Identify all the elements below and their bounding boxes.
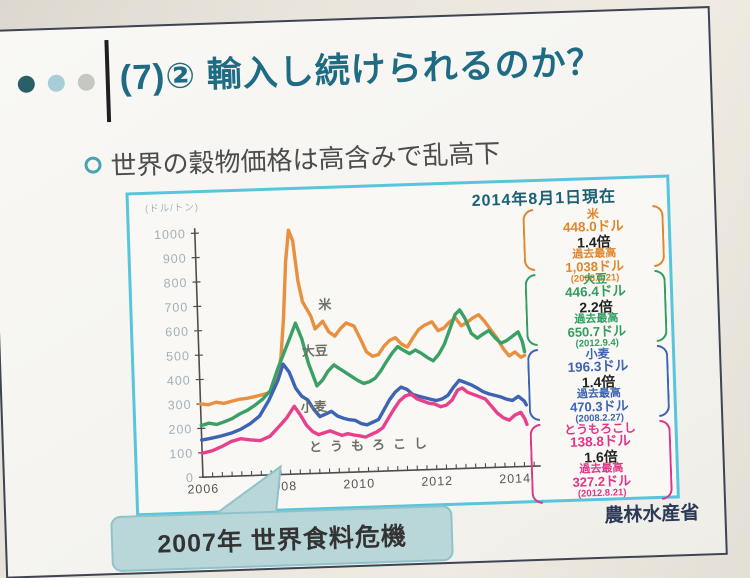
commodity-box: 大豆 446.4ドル 2.2倍 過去最高 650.7ドル (2012.9.4) — [524, 269, 668, 350]
svg-text:300: 300 — [167, 398, 191, 413]
dot-icon-1 — [17, 75, 36, 94]
svg-text:600: 600 — [165, 325, 189, 340]
commodity-box: 小麦 196.3ドル 1.4倍 過去最高 470.3ドル (2008.2.27) — [526, 344, 671, 425]
source-attribution: 農林水産省 — [604, 502, 700, 527]
svg-text:米: 米 — [318, 297, 332, 312]
svg-text:900: 900 — [163, 251, 187, 266]
dot-icon-3 — [77, 73, 96, 92]
svg-text:2012: 2012 — [421, 474, 453, 489]
bracket-icon — [654, 269, 668, 343]
svg-text:100: 100 — [169, 447, 193, 462]
dot-icon-2 — [47, 74, 66, 93]
svg-text:2014: 2014 — [499, 471, 531, 486]
page-title: (7)② 輸入し続けられるのか？ — [119, 42, 604, 98]
bracket-icon — [526, 348, 541, 422]
bracket-icon — [656, 344, 671, 417]
svg-text:とうもろこし: とうもろこし — [309, 435, 435, 454]
bullet-circle-icon — [84, 156, 102, 174]
bullet-row: 世界の穀物価格は高含みで乱高下 — [84, 133, 501, 184]
svg-text:200: 200 — [168, 422, 192, 437]
title-divider-bar — [104, 40, 112, 123]
bracket-icon — [659, 419, 673, 500]
svg-text:700: 700 — [164, 300, 188, 315]
svg-text:800: 800 — [163, 276, 187, 291]
bracket-icon — [522, 209, 536, 272]
commodity-box: 米 448.0ドル 1.4倍 過去最高 1,038ドル (2008.5.21) — [522, 204, 666, 285]
bracket-icon — [524, 273, 538, 347]
bracket-icon — [652, 204, 666, 268]
svg-text:1000: 1000 — [154, 227, 186, 242]
svg-text:0: 0 — [186, 471, 194, 485]
food-crisis-callout: 2007年 世界食料危機 — [110, 504, 454, 573]
bracket-icon — [529, 423, 544, 505]
bullet-text: 世界の穀物価格は高含みで乱高下 — [110, 138, 501, 182]
svg-text:(ドル/トン): (ドル/トン) — [145, 202, 199, 215]
svg-text:2010: 2010 — [343, 476, 375, 491]
commodity-box: とうもろこし 138.8ドル 1.6倍 過去最高 327.2ドル (2012.8.21) — [529, 419, 673, 505]
commodity-boxes: 米 448.0ドル 1.4倍 過去最高 1,038ドル (2008.5.21) 大豆 446.… — [522, 204, 673, 505]
grain-price-chart-panel: (ドル/トン) 0 100 200 300 400 500 600 700 800 900 1000 2… — [125, 174, 680, 517]
slide: (7)② 輸入し続けられるのか？ 世界の穀物価格は高含みで乱高下 (ドル/トン)… — [0, 6, 728, 578]
svg-text:小麦: 小麦 — [300, 399, 327, 415]
price-chart: (ドル/トン) 0 100 200 300 400 500 600 700 800 900 1000 2… — [145, 202, 541, 497]
svg-text:大豆: 大豆 — [302, 343, 328, 359]
svg-text:2006: 2006 — [187, 482, 219, 497]
decorative-dots — [17, 73, 96, 94]
svg-text:500: 500 — [166, 349, 190, 364]
svg-text:400: 400 — [167, 373, 191, 388]
